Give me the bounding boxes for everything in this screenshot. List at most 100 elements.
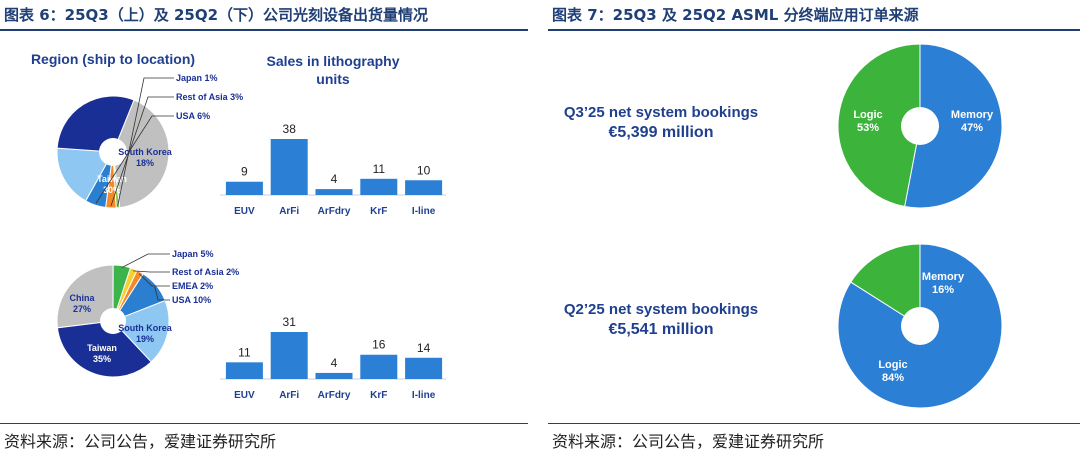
slice-label-china: China: [74, 123, 100, 133]
source-divider: [0, 423, 528, 424]
bar-arfdry: [315, 189, 353, 195]
shipments-charts: Region (ship to location) Sales in litho…: [31, 51, 446, 401]
slice-label-south-korea: 19%: [136, 334, 154, 344]
title-divider: [548, 29, 1080, 31]
bar-value-arfdry: 4: [331, 172, 338, 186]
slice-label-taiwan: 35%: [93, 354, 111, 364]
slice-label-memory: 47%: [961, 122, 983, 134]
slice-label-logic: Logic: [853, 109, 882, 121]
bar-krf: [360, 178, 398, 195]
bar-value-krf: 11: [373, 162, 386, 176]
donut-hole: [100, 308, 126, 334]
bar-category-krf: KrF: [370, 206, 387, 217]
donut-hole: [99, 138, 127, 166]
callout-label-japan: Japan 5%: [172, 249, 214, 259]
bar-category-euv: EUV: [234, 206, 255, 217]
bar-value-arfdry: 4: [331, 356, 338, 370]
left-figure-panel: 图表 6：25Q3（上）及 25Q2（下）公司光刻设备出货量情况 Region …: [0, 0, 528, 460]
slice-taiwan: [56, 320, 152, 378]
callout-line-japan: [117, 77, 174, 206]
slice-label-memory: Memory: [951, 109, 994, 121]
q2-bookings-label: Q2’25 net system bookings: [563, 301, 759, 318]
slice-label-logic: 84%: [882, 372, 904, 384]
bar-category-euv: EUV: [234, 390, 255, 401]
sales-chart-title-line1: Sales in lithography: [266, 53, 399, 69]
bar-arfi: [270, 139, 308, 195]
bar-value-krf: 16: [372, 338, 386, 352]
bar-euv: [225, 362, 263, 379]
callout-line-japan: [121, 253, 170, 269]
figure-6-title: 图表 6：25Q3（上）及 25Q2（下）公司光刻设备出货量情况: [4, 6, 429, 24]
bar-value-arfi: 38: [283, 122, 297, 136]
bar-i-line: [405, 357, 443, 379]
bar-arfdry: [315, 372, 353, 379]
q2_units-bars: 11 EUV 31 ArFi 4 ArFdry 16 KrF 14 I-line: [220, 315, 446, 401]
bar-value-i-line: 14: [417, 341, 431, 355]
q3_units-bars: 9 EUV 38 ArFi 4 ArFdry 11 KrF 10 I-line: [220, 122, 446, 217]
bar-euv: [225, 181, 263, 195]
bar-i-line: [405, 180, 443, 195]
q2-bookings-amount: €5,541 million: [608, 321, 714, 338]
slice-label-china: 42%: [78, 134, 96, 144]
callout-label-japan: Japan 1%: [176, 73, 218, 83]
slice-label-china: China: [69, 293, 95, 303]
callout-label-usa: USA 6%: [176, 111, 210, 121]
callout-label-rest-of-asia: Rest of Asia 3%: [176, 92, 243, 102]
bar-category-krf: KrF: [370, 390, 387, 401]
bar-category-arfdry: ArFdry: [318, 206, 351, 217]
bar-category-i-line: I-line: [412, 390, 436, 401]
bar-krf: [360, 354, 398, 379]
bar-value-arfi: 31: [283, 315, 297, 329]
bar-category-arfi: ArFi: [279, 390, 299, 401]
callout-line-rest-of-asia: [110, 96, 174, 207]
slice-logic: [837, 243, 1003, 409]
figure-7-title: 图表 7：25Q3 及 25Q2 ASML 分终端应用订单来源: [552, 6, 919, 24]
slice-china: [112, 99, 170, 209]
slice-label-logic: 53%: [857, 122, 879, 134]
bar-value-euv: 9: [241, 165, 248, 179]
slice-label-taiwan: Taiwan: [87, 343, 117, 353]
callout-line-emea: [138, 273, 170, 287]
bar-value-i-line: 10: [417, 163, 431, 177]
callout-label-usa: USA 10%: [172, 295, 211, 305]
donut-hole: [901, 107, 939, 145]
q3-bookings-label: Q3’25 net system bookings: [563, 104, 759, 121]
slice-china: [56, 264, 114, 329]
right-figure-panel: 图表 7：25Q3 及 25Q2 ASML 分终端应用订单来源 Logic 53%…: [548, 0, 1080, 460]
region-chart-title: Region (ship to location): [31, 51, 195, 67]
slice-label-south-korea: South Korea: [118, 323, 172, 333]
slice-logic: [904, 43, 1003, 209]
callout-line-rest-of-asia: [133, 270, 170, 273]
source-divider: [548, 423, 1080, 424]
q3-bookings-amount: €5,399 million: [608, 124, 714, 141]
slice-label-south-korea: 18%: [136, 158, 154, 168]
figure-6-source: 资料来源：公司公告，爱建证券研究所: [4, 432, 277, 451]
slice-memory: [850, 243, 921, 327]
bar-value-euv: 11: [238, 345, 251, 359]
bar-arfi: [270, 332, 308, 379]
callout-line-usa: [154, 286, 170, 301]
callout-label-emea: EMEA 2%: [172, 281, 213, 291]
slice-label-taiwan: 30%: [103, 185, 121, 195]
bar-category-arfi: ArFi: [279, 206, 299, 217]
slice-label-memory: Memory: [922, 271, 965, 283]
slice-south-korea: [112, 299, 170, 363]
slice-memory: [837, 43, 921, 208]
slice-south-korea: [56, 147, 114, 202]
slice-label-memory: 16%: [932, 284, 954, 296]
callout-line-usa: [95, 115, 174, 204]
slice-taiwan: [56, 95, 135, 153]
slice-label-china: 27%: [73, 304, 91, 314]
title-divider: [0, 29, 528, 31]
sales-chart-title-line2: units: [316, 71, 350, 87]
callout-label-rest-of-asia: Rest of Asia 2%: [172, 267, 239, 277]
bar-category-i-line: I-line: [412, 206, 436, 217]
figure-7-source: 资料来源：公司公告，爱建证券研究所: [552, 432, 825, 451]
slice-label-logic: Logic: [878, 359, 907, 371]
slice-label-south-korea: South Korea: [118, 147, 172, 157]
donut-hole: [901, 307, 939, 345]
